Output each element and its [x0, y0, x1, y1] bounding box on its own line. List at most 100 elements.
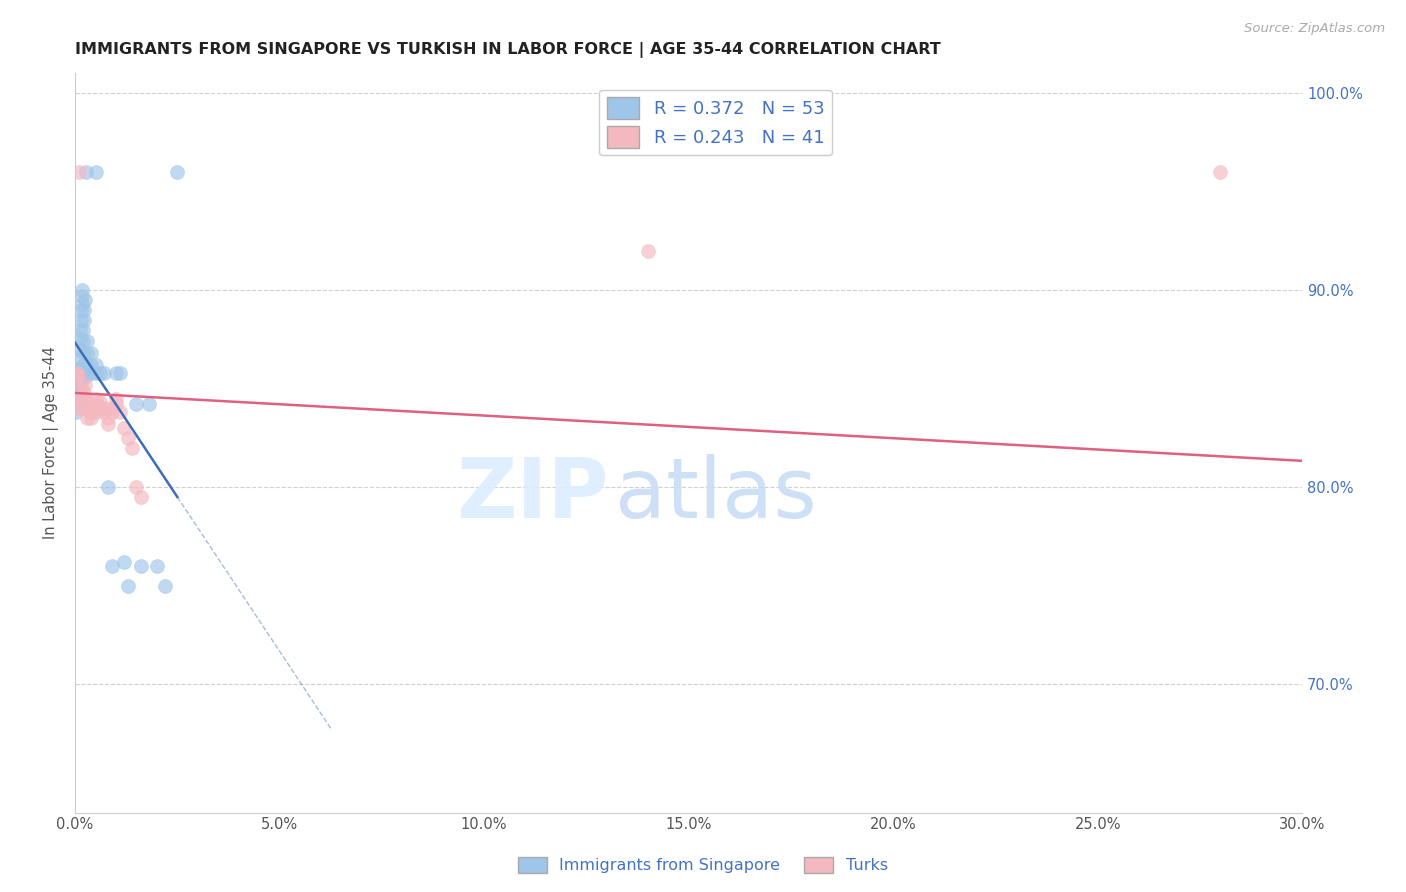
Point [73, 385, 96, 400]
Point [637, 244, 659, 258]
Point [67, 352, 90, 367]
Point [93, 401, 115, 416]
Point [72, 334, 94, 349]
Point [76, 368, 98, 382]
Point [70, 289, 93, 303]
Point [84, 165, 107, 179]
Point [72, 372, 94, 386]
Point [69, 332, 91, 346]
Point [69, 395, 91, 409]
Point [67, 401, 90, 416]
Point [108, 405, 131, 419]
Text: atlas: atlas [614, 454, 817, 535]
Point [117, 579, 139, 593]
Point [72, 322, 94, 336]
Point [72, 358, 94, 372]
Point [1209, 165, 1232, 179]
Point [65, 397, 87, 411]
Point [84, 392, 107, 406]
Point [108, 366, 131, 380]
Point [121, 441, 143, 455]
Point [72, 283, 94, 297]
Point [84, 366, 107, 380]
Point [70, 382, 93, 396]
Point [66, 376, 89, 390]
Point [80, 405, 103, 419]
Point [66, 392, 89, 406]
Point [146, 559, 169, 574]
Point [129, 490, 152, 504]
Point [112, 421, 135, 435]
Point [93, 405, 115, 419]
Point [73, 312, 96, 326]
Point [129, 559, 152, 574]
Point [67, 372, 90, 386]
Point [153, 579, 176, 593]
Point [67, 362, 90, 376]
Point [138, 397, 160, 411]
Point [65, 372, 87, 386]
Point [67, 368, 90, 382]
Point [65, 366, 87, 380]
Point [66, 368, 89, 382]
Point [84, 397, 107, 411]
Point [89, 401, 111, 416]
Text: ZIP: ZIP [457, 454, 609, 535]
Point [97, 417, 120, 431]
Point [101, 559, 124, 574]
Point [117, 431, 139, 445]
Point [73, 302, 96, 317]
Point [104, 366, 127, 380]
Point [125, 397, 148, 411]
Point [84, 405, 107, 419]
Point [70, 387, 93, 401]
Point [70, 302, 93, 317]
Point [101, 401, 124, 416]
Point [75, 377, 97, 392]
Point [89, 366, 111, 380]
Point [65, 405, 87, 419]
Y-axis label: In Labor Force | Age 35-44: In Labor Force | Age 35-44 [44, 346, 59, 540]
Point [66, 385, 89, 400]
Point [72, 392, 94, 406]
Point [72, 401, 94, 416]
Point [84, 358, 107, 372]
Point [75, 293, 97, 307]
Point [70, 297, 93, 311]
Point [166, 165, 188, 179]
Point [69, 322, 91, 336]
Point [72, 366, 94, 380]
Point [104, 392, 127, 406]
Point [80, 358, 103, 372]
Point [67, 368, 90, 382]
Point [76, 346, 98, 360]
Point [101, 405, 124, 419]
Point [76, 334, 98, 349]
Point [76, 395, 98, 409]
Point [125, 480, 148, 494]
Point [80, 366, 103, 380]
Point [104, 397, 127, 411]
Point [80, 395, 103, 409]
Legend: R = 0.372   N = 53, R = 0.243   N = 41: R = 0.372 N = 53, R = 0.243 N = 41 [599, 89, 831, 155]
Legend: Immigrants from Singapore, Turks: Immigrants from Singapore, Turks [512, 850, 894, 880]
Point [89, 395, 111, 409]
Point [97, 411, 120, 425]
Point [97, 480, 120, 494]
Point [93, 366, 115, 380]
Point [69, 312, 91, 326]
Point [76, 358, 98, 372]
Text: Source: ZipAtlas.com: Source: ZipAtlas.com [1244, 22, 1385, 36]
Point [75, 165, 97, 179]
Point [67, 165, 90, 179]
Point [80, 411, 103, 425]
Point [66, 368, 89, 382]
Point [76, 401, 98, 416]
Point [80, 346, 103, 360]
Point [67, 343, 90, 357]
Point [76, 411, 98, 425]
Point [112, 555, 135, 569]
Point [66, 382, 89, 396]
Point [72, 346, 94, 360]
Text: IMMIGRANTS FROM SINGAPORE VS TURKISH IN LABOR FORCE | AGE 35-44 CORRELATION CHAR: IMMIGRANTS FROM SINGAPORE VS TURKISH IN … [75, 42, 941, 58]
